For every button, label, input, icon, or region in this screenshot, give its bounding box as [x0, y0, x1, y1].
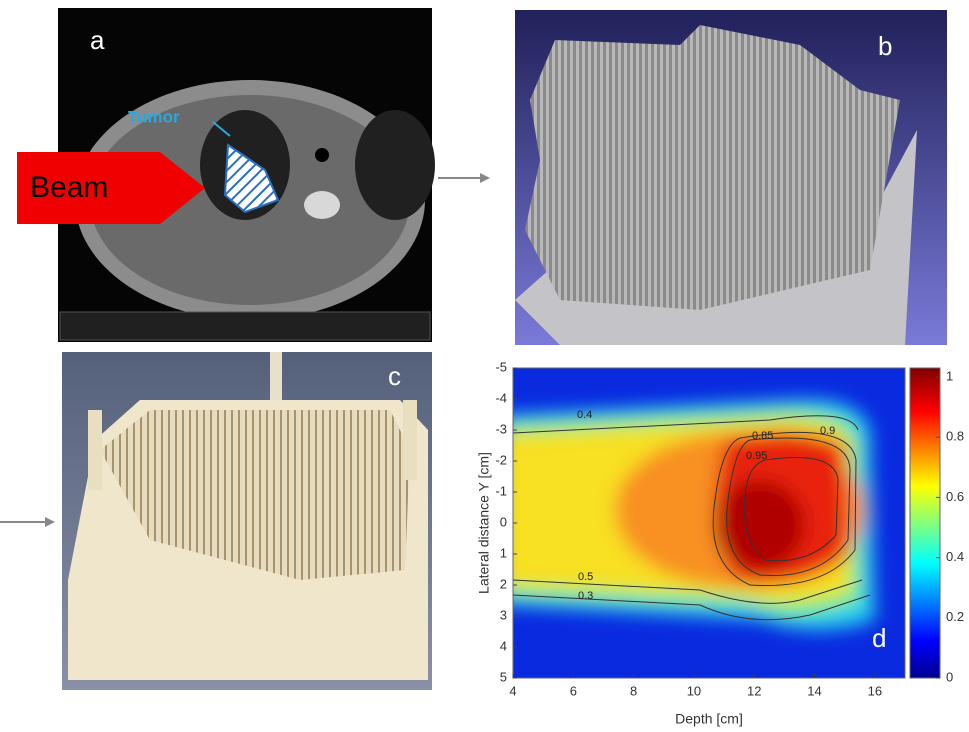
y-tick-label: -5 — [495, 359, 507, 374]
colorbar-tick-label: 0.6 — [946, 489, 964, 504]
y-tick-label: 3 — [500, 607, 507, 622]
x-tick-label: 6 — [570, 683, 577, 698]
contour-label: 0.9 — [820, 425, 835, 437]
x-tick-label: 4 — [509, 683, 516, 698]
panel-label: c — [388, 361, 401, 391]
heatmap — [500, 368, 905, 678]
panel-label: a — [90, 25, 105, 55]
colorbar-tick-label: 0.4 — [946, 549, 964, 564]
figure: a Tumor Beam b c d 46810121416-5-4-3-2-1… — [0, 0, 969, 732]
y-tick-label: 5 — [500, 669, 507, 684]
y-tick-label: -2 — [495, 452, 507, 467]
panel-c: c — [62, 352, 432, 690]
y-tick-label: 2 — [500, 576, 507, 591]
x-tick-label: 14 — [807, 683, 821, 698]
contour-label: 0.3 — [578, 590, 593, 602]
y-tick-label: 1 — [500, 545, 507, 560]
x-tick-label: 10 — [687, 683, 701, 698]
x-tick-label: 12 — [747, 683, 761, 698]
y-tick-label: 0 — [500, 514, 507, 529]
contour-label: 0.5 — [578, 571, 593, 583]
contour-label: 0.4 — [577, 409, 592, 421]
y-axis-label: Lateral distance Y [cm] — [476, 452, 492, 594]
beam-label: Beam — [30, 171, 108, 204]
contour-label: 0.95 — [746, 450, 767, 462]
tumor-label: Tumor — [128, 107, 180, 126]
x-tick-label: 8 — [630, 683, 637, 698]
y-tick-label: -4 — [495, 390, 507, 405]
y-tick-label: -1 — [495, 483, 507, 498]
x-axis-label: Depth [cm] — [675, 711, 743, 727]
panel-label: d — [872, 623, 886, 653]
colorbar — [910, 368, 940, 678]
colorbar-tick-label: 0.8 — [946, 429, 964, 444]
y-tick-label: -3 — [495, 421, 507, 436]
panel-b: b — [515, 10, 947, 345]
panel-label: b — [878, 31, 892, 61]
y-tick-label: 4 — [500, 638, 507, 653]
x-tick-label: 16 — [868, 683, 882, 698]
panel-a: a Tumor Beam — [17, 8, 435, 342]
colorbar-tick-label: 0.2 — [946, 609, 964, 624]
colorbar-tick-label: 1 — [946, 368, 953, 383]
colorbar-tick-label: 0 — [946, 669, 953, 684]
